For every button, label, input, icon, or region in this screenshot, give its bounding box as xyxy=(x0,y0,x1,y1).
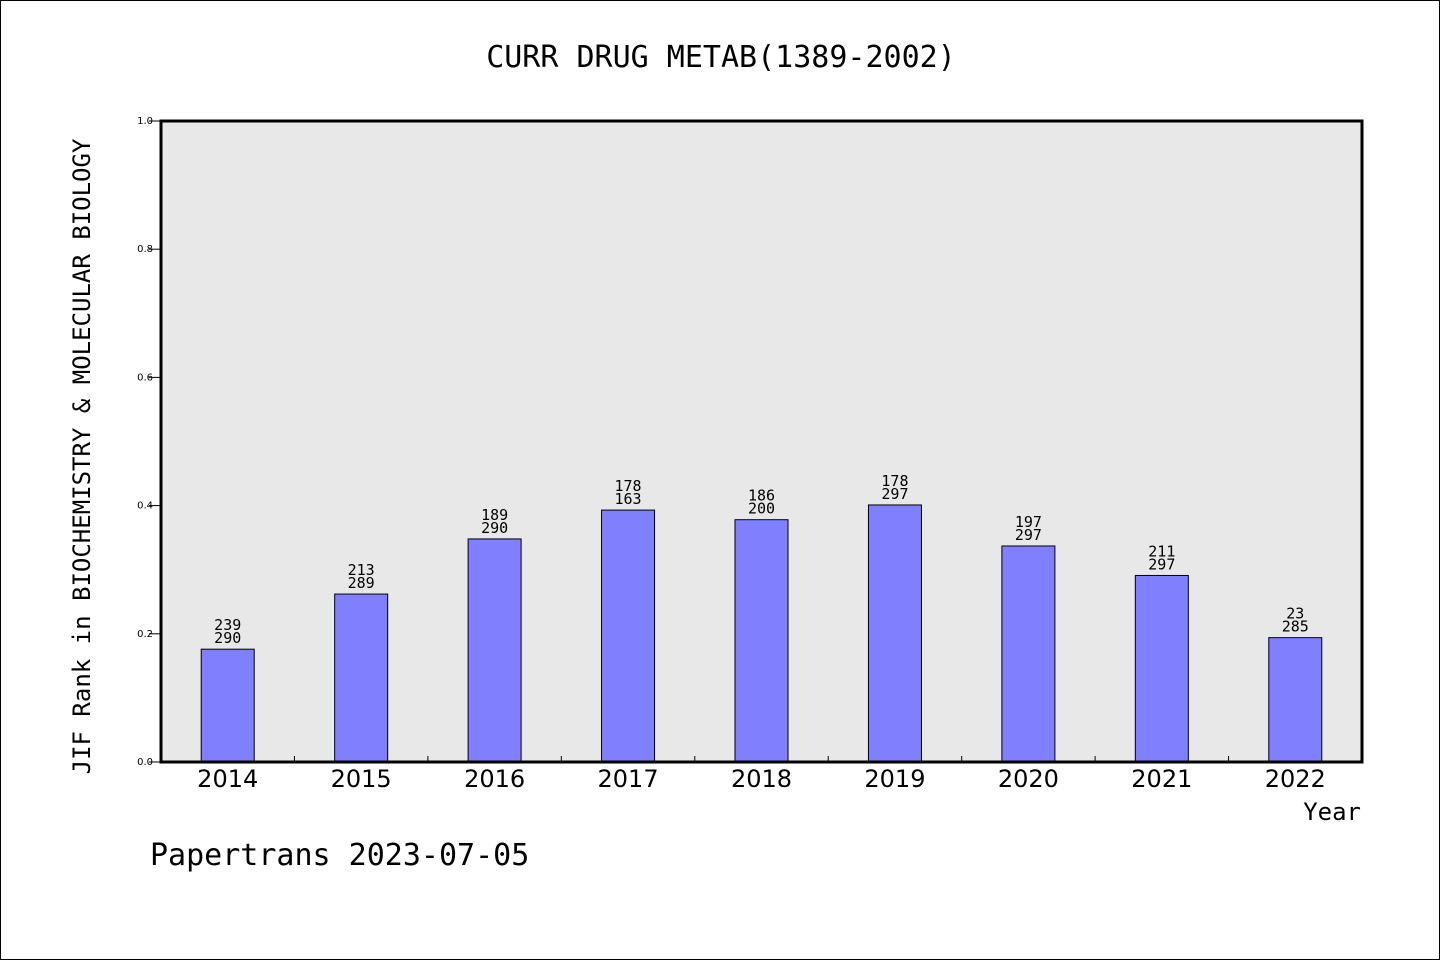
bar-rank-label-2020: 197 xyxy=(1015,513,1042,531)
x-tick-label-2021: 2021 xyxy=(1131,765,1192,793)
bar-total-label-2018: 200 xyxy=(748,500,775,518)
x-tick-label-2022: 2022 xyxy=(1265,765,1326,793)
bar-2017 xyxy=(601,509,656,763)
bar-2019 xyxy=(867,504,922,763)
x-axis-label: Year xyxy=(1303,798,1361,826)
x-tick-label-2020: 2020 xyxy=(998,765,1059,793)
bar-2022 xyxy=(1268,637,1323,763)
bar-rank-label-2021: 211 xyxy=(1148,542,1175,560)
bar-total-label-2016: 290 xyxy=(481,519,508,537)
x-tick-label-2016: 2016 xyxy=(464,765,525,793)
bar-rank-label-2015: 213 xyxy=(348,561,375,579)
plot-border xyxy=(159,119,1364,764)
bar-2016 xyxy=(467,538,522,763)
x-tick-label-2019: 2019 xyxy=(864,765,925,793)
bar-2020 xyxy=(1001,545,1056,763)
y-tick-label: 0.0 xyxy=(137,757,153,768)
bar-2021 xyxy=(1134,574,1189,763)
bar-rank-label-2022: 23 xyxy=(1286,605,1304,623)
y-tick-label: 1.0 xyxy=(137,116,153,127)
y-axis: 0.0 0.2 0.4 0.6 0.8 1.0 xyxy=(137,116,161,768)
x-tick-label-2015: 2015 xyxy=(331,765,392,793)
chart-title: CURR DRUG METAB(1389-2002) xyxy=(486,40,956,75)
bar-2018 xyxy=(734,519,789,763)
x-tick-label-2014: 2014 xyxy=(197,765,258,793)
y-tick-label: 0.8 xyxy=(137,244,153,255)
x-axis: 2014 2015 2016 2017 2018 2019 2020 2021 2022 xyxy=(197,756,1326,793)
footer-watermark: Papertrans 2023-07-05 xyxy=(150,838,529,873)
bar-rank-label-2019: 178 xyxy=(881,472,908,490)
bar-total-label-2021: 297 xyxy=(1148,555,1175,573)
x-tick-label-2018: 2018 xyxy=(731,765,792,793)
bar-total-label-2014: 290 xyxy=(214,629,241,647)
bar-rank-label-2014: 239 xyxy=(214,616,241,634)
bar-rank-label-2017: 178 xyxy=(615,477,642,495)
y-tick-label: 0.4 xyxy=(137,501,153,512)
x-tick-label-2017: 2017 xyxy=(598,765,659,793)
bars-group xyxy=(200,504,1323,763)
y-tick-label: 0.6 xyxy=(137,372,153,383)
bar-rank-label-2018: 186 xyxy=(748,487,775,505)
bar-total-label-2022: 285 xyxy=(1282,618,1309,636)
y-tick-label: 0.2 xyxy=(137,629,153,640)
bar-2015 xyxy=(334,593,389,763)
bar-rank-label-2016: 189 xyxy=(481,506,508,524)
y-axis-label: JIF Rank in BIOCHEMISTRY & MOLECULAR BIO… xyxy=(68,138,96,774)
bar-total-label-2020: 297 xyxy=(1015,526,1042,544)
bar-total-label-2015: 289 xyxy=(348,574,375,592)
bar-total-label-2019: 297 xyxy=(881,485,908,503)
bar-total-label-2017: 163 xyxy=(615,490,642,508)
bar-2014 xyxy=(200,648,255,763)
